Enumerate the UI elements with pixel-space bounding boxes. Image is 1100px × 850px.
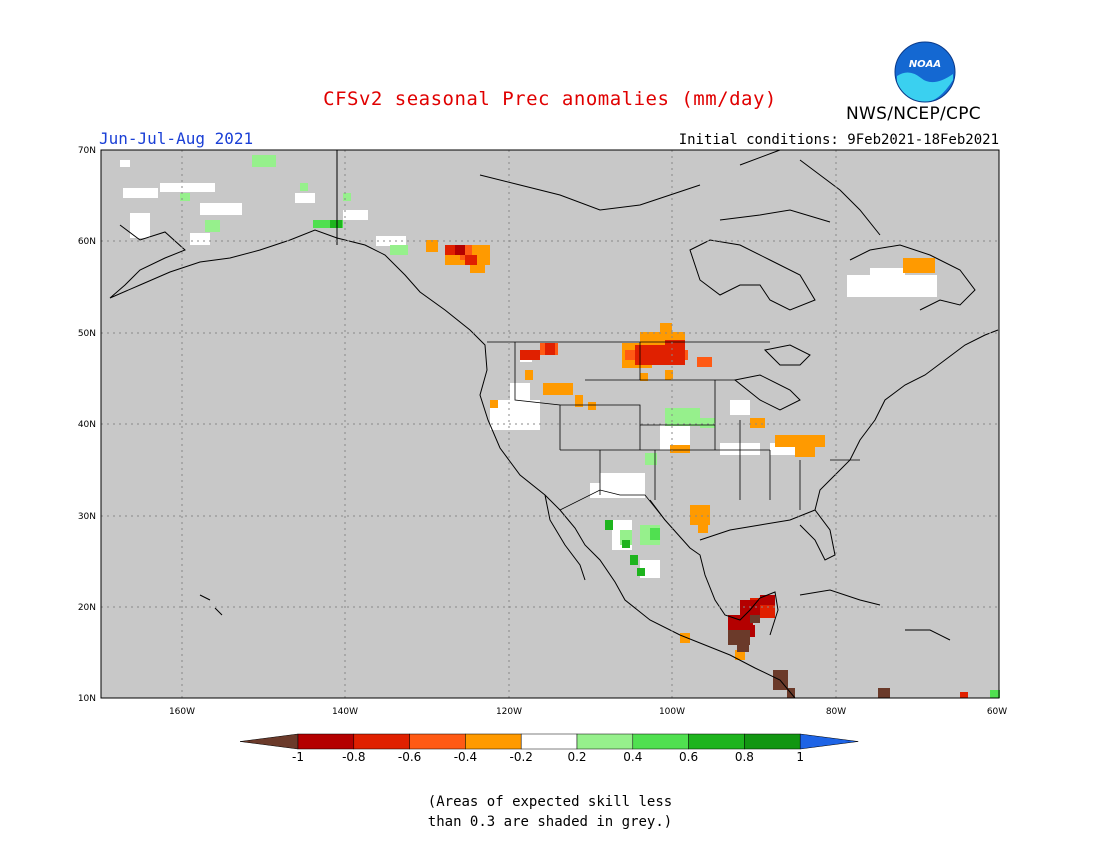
- colorbar-label: -0.2: [509, 750, 532, 764]
- lat-label: 50N: [78, 329, 96, 339]
- colorbar-label: -1: [292, 750, 304, 764]
- colorbar-left-arrow: [239, 733, 299, 750]
- colorbar-label: 1: [796, 750, 804, 764]
- colorbar-swatch: [576, 733, 634, 750]
- lon-label: 60W: [987, 707, 1007, 717]
- colorbar-label: -0.6: [398, 750, 421, 764]
- initial-conditions-label: Initial conditions: 9Feb2021-18Feb2021: [678, 132, 999, 148]
- colorbar-label: -0.4: [454, 750, 477, 764]
- political-borders: [487, 341, 860, 521]
- gridlines: [101, 150, 999, 698]
- season-label: Jun-Jul-Aug 2021: [99, 129, 254, 148]
- colorbar-label: -0.8: [342, 750, 365, 764]
- lon-axis: 160W 140W 120W 100W 80W 60W: [169, 707, 1007, 717]
- map-background: [101, 150, 999, 698]
- lat-label: 70N: [78, 146, 96, 156]
- colorbar: -1 -0.8 -0.6 -0.4 -0.2 0.2 0.4 0.6 0.8 1: [239, 733, 859, 764]
- lat-label: 30N: [78, 512, 96, 522]
- lat-label: 10N: [78, 694, 96, 704]
- chart-title: CFSv2 seasonal Prec anomalies (mm/day): [323, 88, 777, 110]
- lat-label: 60N: [78, 237, 96, 247]
- colorbar-swatch: [353, 733, 410, 750]
- lon-label: 100W: [659, 707, 685, 717]
- colorbar-label: 0.2: [567, 750, 586, 764]
- lon-label: 140W: [332, 707, 358, 717]
- colorbar-swatch: [465, 733, 522, 750]
- colorbar-label: 0.4: [623, 750, 642, 764]
- lon-label: 80W: [826, 707, 846, 717]
- lon-label: 160W: [169, 707, 195, 717]
- colorbar-swatch: [688, 733, 745, 750]
- coastlines: [109, 149, 999, 699]
- anomaly-cells: [120, 155, 1000, 698]
- lat-axis: 70N 60N 50N 40N 30N 20N 10N: [78, 146, 96, 704]
- colorbar-swatch: [632, 733, 689, 750]
- colorbar-swatch: [520, 733, 578, 750]
- skill-footnote: (Areas of expected skill less than 0.3 a…: [0, 792, 1100, 832]
- colorbar-right-arrow: [799, 733, 859, 750]
- colorbar-swatch: [744, 733, 801, 750]
- colorbar-swatch: [409, 733, 466, 750]
- lat-label: 20N: [78, 603, 96, 613]
- lat-label: 40N: [78, 420, 96, 430]
- agency-label: NWS/NCEP/CPC: [846, 104, 981, 124]
- colorbar-label: 0.8: [735, 750, 754, 764]
- footnote-line: (Areas of expected skill less: [427, 794, 673, 810]
- footnote-line: than 0.3 are shaded in grey.): [427, 814, 673, 830]
- noaa-logo: NOAA: [894, 41, 956, 103]
- noaa-logo-text: NOAA: [909, 59, 941, 70]
- colorbar-swatch: [297, 733, 355, 750]
- lon-label: 120W: [496, 707, 522, 717]
- map-frame: [100, 149, 1000, 699]
- colorbar-label: 0.6: [679, 750, 698, 764]
